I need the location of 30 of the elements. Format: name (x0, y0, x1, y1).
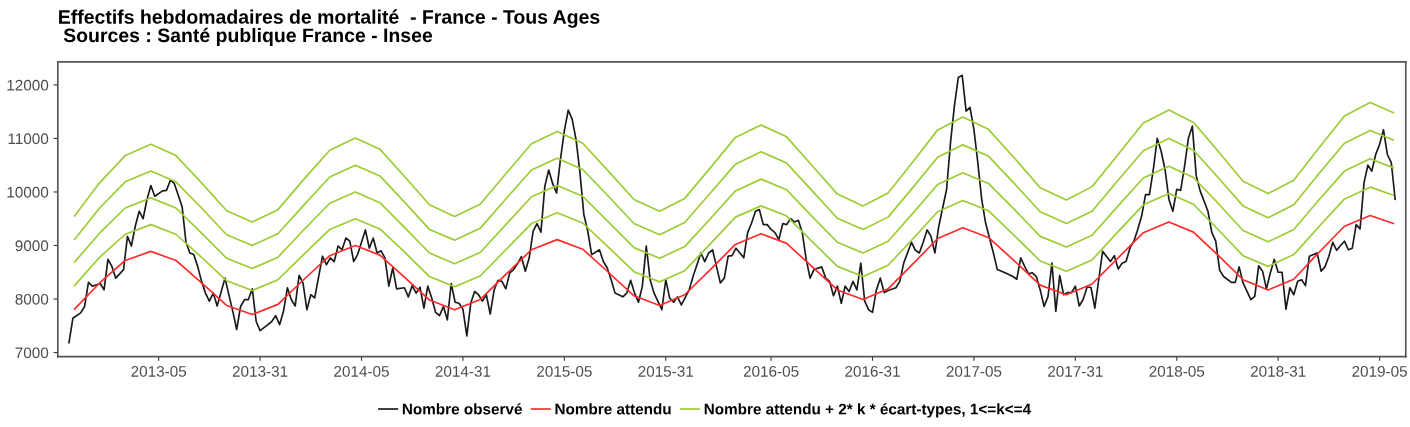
line-series (73, 129, 1395, 247)
x-tick-label: 2018-05 (1149, 365, 1205, 377)
x-tick-label: 2019-05 (1352, 365, 1407, 377)
x-tick-label: 2015-05 (537, 365, 592, 377)
x-tick-label: 2013-05 (131, 365, 187, 377)
chart-title: Effectifs hebdomadaires de mortalité - France - Tous Ages (59, 9, 600, 28)
y-tick-label: 8000 (15, 293, 49, 305)
x-tick-label: 2016-31 (845, 365, 900, 377)
y-tick-label: 12000 (7, 79, 49, 91)
y-tick-label: 11000 (8, 133, 49, 145)
legend-label: Nombre observé (402, 403, 522, 415)
y-tick-label: 9000 (15, 240, 49, 252)
x-tick-label: 2017-31 (1048, 365, 1103, 377)
y-tick-label: 7000 (15, 347, 49, 359)
legend-label: Nombre attendu (555, 403, 671, 415)
line-series (73, 157, 1395, 270)
x-tick-label: 2014-31 (435, 365, 491, 377)
line-series (73, 214, 1395, 316)
x-tick-label: 2017-05 (946, 365, 1002, 377)
x-tick-label: 2016-05 (743, 365, 799, 377)
x-tick-label: 2015-31 (638, 365, 694, 377)
line-series (73, 186, 1395, 292)
line-series (73, 101, 1395, 223)
legend-label: Nombre attendu + 2* k * écart-types, 1<=k<=4 (704, 403, 1031, 418)
x-tick-label: 2018-31 (1250, 365, 1306, 377)
chart-subtitle: Sources : Santé publique France - Insee (63, 27, 433, 47)
line-series (68, 74, 1397, 344)
y-tick-label: 10000 (7, 186, 49, 198)
x-tick-label: 2013-31 (232, 365, 288, 377)
x-tick-label: 2014-05 (334, 365, 389, 377)
